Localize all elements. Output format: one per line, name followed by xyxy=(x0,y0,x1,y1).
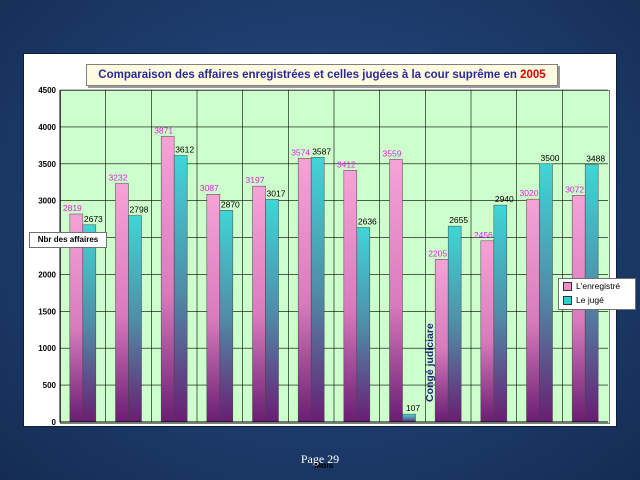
legend-label-juge: Le jugé xyxy=(576,295,604,305)
bar-juge xyxy=(82,224,97,423)
bar-juge xyxy=(128,215,142,423)
data-label-enregistre: 2819 xyxy=(63,203,82,213)
bar-juge xyxy=(447,225,462,423)
bar-enregistre xyxy=(480,240,495,423)
y-axis-label: Nbr des affaires xyxy=(29,232,107,248)
data-label-juge: 3017 xyxy=(267,188,286,198)
y-tick-label: 0 xyxy=(52,418,57,426)
chart-frame: 0500100015002000250030003500400045002819… xyxy=(24,54,636,470)
data-label-enregistre: 3412 xyxy=(337,159,356,169)
bar-juge xyxy=(356,227,371,423)
bar-enregistre xyxy=(343,170,358,423)
bar-enregistre xyxy=(389,159,403,423)
bar-enregistre xyxy=(115,183,129,423)
data-label-enregistre: 3559 xyxy=(383,148,402,158)
data-label-juge: 2655 xyxy=(449,215,468,225)
bar-juge xyxy=(265,199,279,423)
data-label-enregistre: 2456 xyxy=(474,230,493,240)
data-label-enregistre: 3197 xyxy=(246,175,265,185)
chart-title-text: Comparaison des affaires enregistrées et… xyxy=(98,69,521,81)
bar-enregistre xyxy=(526,198,540,423)
y-tick-label: 3500 xyxy=(38,160,56,169)
plot-area xyxy=(60,90,610,424)
data-label-enregistre: 3087 xyxy=(200,183,219,193)
legend-item-enregistre: L'enregistré xyxy=(559,279,635,293)
data-label-juge: 3488 xyxy=(586,154,605,164)
data-label-juge: 2636 xyxy=(358,217,377,227)
page-number: Page 29 xyxy=(300,452,340,466)
data-label-juge: 2870 xyxy=(221,199,240,209)
bar-enregistre xyxy=(252,185,266,423)
data-label-enregistre: 3020 xyxy=(520,188,539,198)
data-label-juge: 2798 xyxy=(130,205,149,215)
bar-juge xyxy=(219,210,234,423)
data-label-juge: 3500 xyxy=(541,153,560,163)
conge-judiciaire-annotation: Congé judiciare xyxy=(424,323,436,403)
legend-item-juge: Le jugé xyxy=(559,293,635,307)
data-label-juge: 2673 xyxy=(84,214,103,224)
x-axis-label: Mois xyxy=(314,460,334,470)
chart-legend: L'enregistré Le jugé xyxy=(558,278,636,310)
y-tick-label: 3000 xyxy=(38,197,56,206)
y-tick-label: 4000 xyxy=(38,123,56,132)
y-tick-label: 500 xyxy=(43,381,57,390)
data-label-enregistre: 3232 xyxy=(109,173,128,183)
y-tick-label: 1000 xyxy=(38,344,56,353)
bar-enregistre xyxy=(206,193,221,423)
legend-label-enregistre: L'enregistré xyxy=(576,281,621,291)
legend-swatch-enregistre xyxy=(563,281,572,291)
bar-enregistre xyxy=(160,136,175,423)
data-label-enregistre: 3574 xyxy=(291,147,310,157)
y-tick-label: 4500 xyxy=(38,86,56,95)
bar-juge xyxy=(173,155,188,423)
data-label-enregistre: 2205 xyxy=(428,248,447,258)
data-label-enregistre: 3072 xyxy=(565,184,584,194)
chart-canvas: 0500100015002000250030003500400045002819… xyxy=(38,86,608,426)
bar-juge xyxy=(402,413,416,423)
y-tick-label: 1500 xyxy=(38,307,56,316)
chart-title: Comparaison des affaires enregistrées et… xyxy=(86,64,558,86)
bar-juge xyxy=(493,204,508,423)
bar-juge xyxy=(310,157,325,423)
data-label-juge: 3612 xyxy=(175,145,194,155)
legend-swatch-juge xyxy=(563,295,572,305)
chart-title-year: 2005 xyxy=(520,69,546,81)
bar-juge xyxy=(539,163,553,423)
data-label-juge: 2940 xyxy=(495,194,514,204)
data-label-enregistre: 3871 xyxy=(154,125,173,135)
data-label-juge: 3587 xyxy=(312,146,331,156)
y-tick-label: 2000 xyxy=(38,270,56,279)
bar-enregistre xyxy=(297,158,312,423)
data-label-juge: 107 xyxy=(406,403,420,413)
